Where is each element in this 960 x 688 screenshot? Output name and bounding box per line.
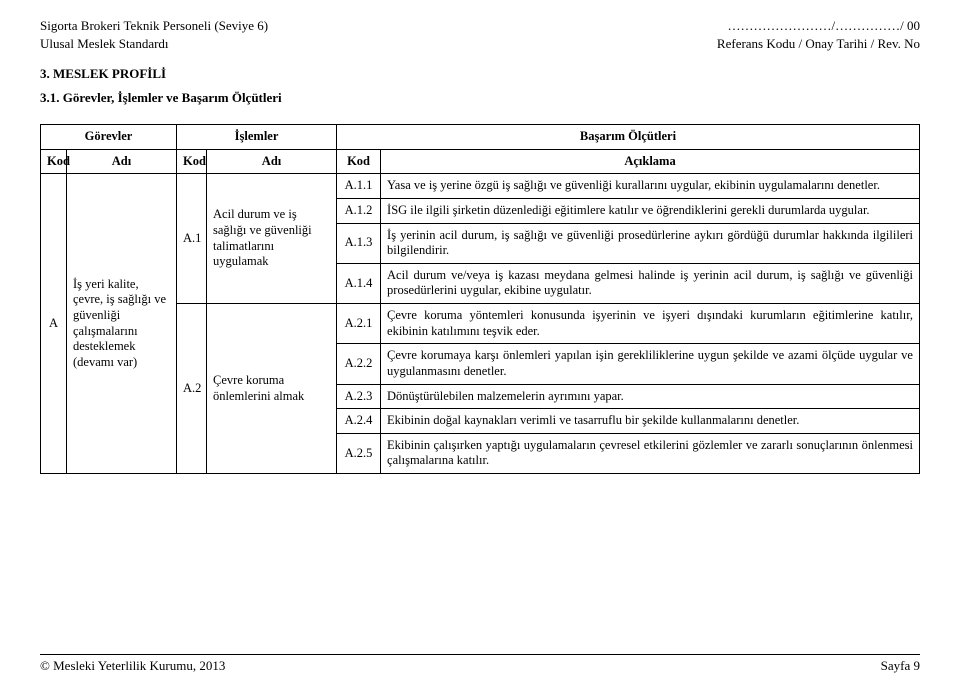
sub-header-adi-1: Adı bbox=[207, 149, 337, 174]
row-kod: A.2.2 bbox=[337, 344, 381, 384]
gorev-adi: İş yeri kalite, çevre, iş sağlığı ve güv… bbox=[67, 174, 177, 474]
sub-heading: 3.1. Görevler, İşlemler ve Başarım Ölçüt… bbox=[40, 90, 920, 106]
header-left-2: Ulusal Meslek Standardı bbox=[40, 36, 169, 52]
row-aciklama: Dönüştürülebilen malzemelerin ayrımını y… bbox=[381, 384, 920, 409]
sub-header-aciklama: Açıklama bbox=[381, 149, 920, 174]
sub-header-kod-2: Kod bbox=[337, 149, 381, 174]
row-aciklama: Çevre koruma yöntemleri konusunda işyeri… bbox=[381, 304, 920, 344]
page-footer: © Mesleki Yeterlilik Kurumu, 2013 Sayfa … bbox=[40, 654, 920, 674]
group-header-islemler: İşlemler bbox=[177, 125, 337, 150]
footer-right: Sayfa 9 bbox=[881, 658, 920, 674]
table-row: A İş yeri kalite, çevre, iş sağlığı ve g… bbox=[41, 174, 920, 199]
row-kod: A.2.3 bbox=[337, 384, 381, 409]
section-heading: 3. MESLEK PROFİLİ bbox=[40, 66, 920, 82]
row-aciklama: Ekibinin çalışırken yaptığı uygulamaları… bbox=[381, 433, 920, 473]
row-kod: A.1.3 bbox=[337, 223, 381, 263]
islem2-kod: A.2 bbox=[177, 304, 207, 474]
row-aciklama: Ekibinin doğal kaynakları verimli ve tas… bbox=[381, 409, 920, 434]
row-aciklama: Yasa ve iş yerine özgü iş sağlığı ve güv… bbox=[381, 174, 920, 199]
row-kod: A.1.1 bbox=[337, 174, 381, 199]
row-kod: A.2.5 bbox=[337, 433, 381, 473]
footer-left: © Mesleki Yeterlilik Kurumu, 2013 bbox=[40, 658, 225, 674]
sub-header-kod-1: Kod bbox=[177, 149, 207, 174]
header-right-2: Referans Kodu / Onay Tarihi / Rev. No bbox=[717, 36, 920, 52]
row-aciklama: İş yerinin acil durum, iş sağlığı ve güv… bbox=[381, 223, 920, 263]
sub-header-adi-0: Adı bbox=[67, 149, 177, 174]
row-kod: A.2.4 bbox=[337, 409, 381, 434]
header-right-1: ……………………/……………/ 00 bbox=[728, 18, 920, 34]
header-left-1: Sigorta Brokeri Teknik Personeli (Seviye… bbox=[40, 18, 268, 34]
group-header-basarim: Başarım Ölçütleri bbox=[337, 125, 920, 150]
gorev-kod: A bbox=[41, 174, 67, 474]
islem2-adi: Çevre koruma önlemlerini almak bbox=[207, 304, 337, 474]
group-header-gorevler: Görevler bbox=[41, 125, 177, 150]
islem1-kod: A.1 bbox=[177, 174, 207, 304]
sub-header-kod-0: Kod bbox=[41, 149, 67, 174]
islem1-adi: Acil durum ve iş sağlığı ve güvenliği ta… bbox=[207, 174, 337, 304]
row-aciklama: İSG ile ilgili şirketin düzenlediği eğit… bbox=[381, 198, 920, 223]
row-kod: A.1.4 bbox=[337, 263, 381, 303]
row-kod: A.1.2 bbox=[337, 198, 381, 223]
row-kod: A.2.1 bbox=[337, 304, 381, 344]
row-aciklama: Çevre korumaya karşı önlemleri yapılan i… bbox=[381, 344, 920, 384]
row-aciklama: Acil durum ve/veya iş kazası meydana gel… bbox=[381, 263, 920, 303]
criteria-table: Görevler İşlemler Başarım Ölçütleri Kod … bbox=[40, 124, 920, 474]
